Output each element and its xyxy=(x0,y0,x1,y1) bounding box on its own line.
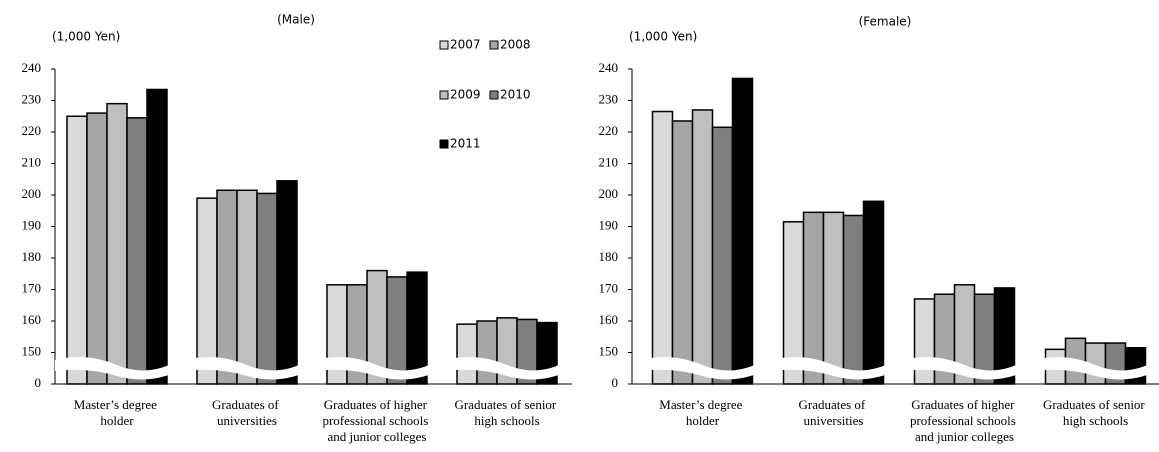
bar xyxy=(476,320,498,385)
bar xyxy=(822,211,845,385)
bar xyxy=(236,189,258,385)
bar xyxy=(386,276,408,385)
bar xyxy=(106,102,128,385)
y-tick-label: 210 xyxy=(22,154,42,169)
bar xyxy=(993,287,1016,385)
y-tick-label: 200 xyxy=(599,186,619,201)
bar xyxy=(456,323,478,385)
bar xyxy=(731,77,754,385)
axis-break xyxy=(315,356,439,380)
y-tick-label: 200 xyxy=(22,186,42,201)
y-tick-label: 240 xyxy=(599,60,619,75)
y-tick-label: 210 xyxy=(599,154,619,169)
y-tick-label: 190 xyxy=(22,217,42,232)
chart-title: (Male) xyxy=(277,13,315,27)
x-tick-label: Graduates of higher professional schools… xyxy=(910,397,1019,444)
y-tick-label: 0 xyxy=(35,375,42,390)
legend-label: 2010 xyxy=(500,88,531,102)
legend-swatch xyxy=(439,40,449,50)
y-tick-label: 240 xyxy=(22,60,42,75)
y-tick-label: 0 xyxy=(612,375,619,390)
bar xyxy=(691,109,714,385)
bar xyxy=(126,117,148,385)
legend-swatch xyxy=(439,90,449,100)
y-tick-label: 150 xyxy=(22,343,42,358)
axis-break xyxy=(640,356,765,380)
bar xyxy=(862,200,885,385)
axis-break xyxy=(1033,356,1158,380)
y-tick-label: 220 xyxy=(599,123,619,138)
x-tick-label: Graduates of senior high schools xyxy=(454,397,559,428)
axis-break xyxy=(55,356,179,380)
y-tick-label: 230 xyxy=(599,91,619,106)
bar xyxy=(842,214,865,385)
bar xyxy=(671,120,694,385)
legend-label: 2009 xyxy=(450,88,481,102)
axis-break xyxy=(902,356,1027,380)
y-tick-label: 180 xyxy=(22,249,42,264)
x-tick-label: Graduates of universities xyxy=(798,397,868,428)
y-tick-label: 150 xyxy=(599,343,619,358)
axis-break xyxy=(185,356,309,380)
y-tick-label: 160 xyxy=(22,312,42,327)
axis-break xyxy=(445,356,569,380)
bar xyxy=(913,298,936,385)
y-tick-label: 160 xyxy=(599,312,619,327)
legend-label: 2011 xyxy=(450,137,481,151)
x-tick-label: Graduates of higher professional schools… xyxy=(322,397,431,444)
y-axis-label: (1,000 Yen) xyxy=(629,30,697,44)
legend-swatch xyxy=(489,90,499,100)
x-tick-label: Master’s degree holder xyxy=(659,397,745,428)
y-tick-label: 170 xyxy=(599,280,619,295)
y-axis-label: (1,000 Yen) xyxy=(52,30,120,44)
bar xyxy=(216,189,238,385)
bar xyxy=(651,110,674,385)
bar xyxy=(86,112,108,385)
bar xyxy=(66,115,88,385)
y-tick-label: 230 xyxy=(22,91,42,106)
bar xyxy=(406,271,428,385)
legend-swatch xyxy=(489,40,499,50)
chart-title: (Female) xyxy=(859,15,912,29)
y-tick-label: 180 xyxy=(599,249,619,264)
bar xyxy=(196,197,218,385)
bar xyxy=(711,126,734,385)
y-tick-label: 190 xyxy=(599,217,619,232)
y-tick-label: 170 xyxy=(22,280,42,295)
y-tick-label: 220 xyxy=(22,123,42,138)
x-tick-label: Graduates of universities xyxy=(212,397,282,428)
legend-label: 2007 xyxy=(450,38,481,52)
axis-break xyxy=(771,356,896,380)
x-tick-label: Graduates of senior high schools xyxy=(1043,397,1148,428)
bar xyxy=(276,180,298,385)
bar xyxy=(256,192,278,385)
x-tick-label: Master’s degree holder xyxy=(74,397,160,428)
legend-swatch xyxy=(439,139,449,149)
legend-label: 2008 xyxy=(500,38,531,52)
bar xyxy=(146,88,168,385)
